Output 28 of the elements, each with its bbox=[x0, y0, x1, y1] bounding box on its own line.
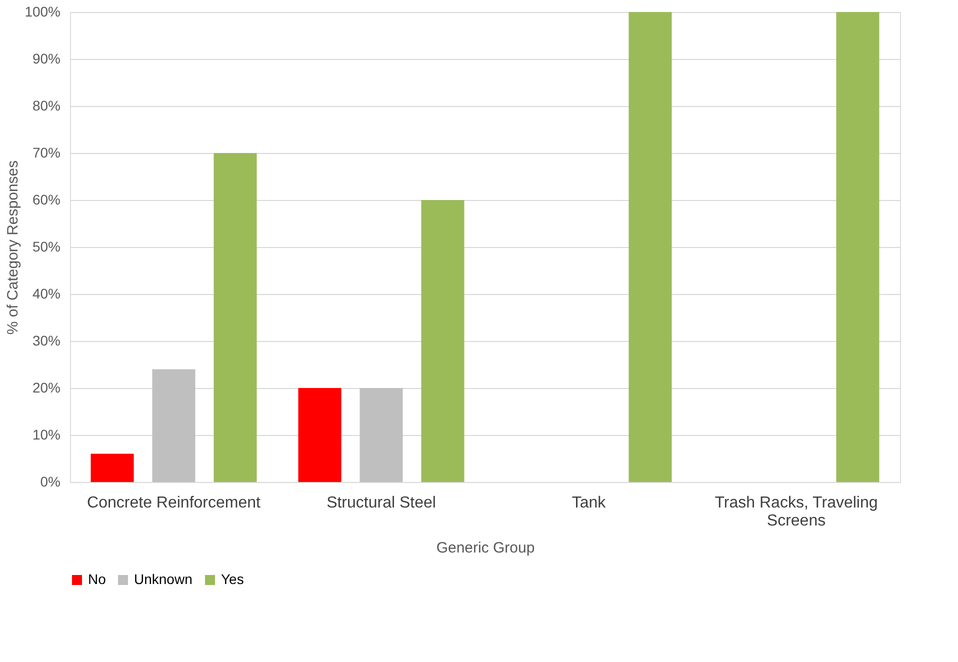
x-axis-title: Generic Group bbox=[436, 540, 535, 556]
bar bbox=[836, 12, 880, 482]
y-tick-label: 0% bbox=[40, 474, 60, 490]
bar bbox=[298, 388, 342, 482]
y-tick-label: 10% bbox=[32, 426, 60, 442]
y-tick-label: 60% bbox=[32, 192, 60, 208]
x-tick-label: Concrete Reinforcement bbox=[87, 494, 262, 512]
y-tick-label: 100% bbox=[24, 4, 60, 20]
y-tick-label: 20% bbox=[32, 380, 60, 396]
y-tick-label: 30% bbox=[32, 332, 60, 348]
x-tick-label: Structural Steel bbox=[326, 494, 436, 512]
legend-label: Yes bbox=[221, 571, 244, 587]
y-axis-title: % of Category Responses bbox=[4, 160, 22, 335]
bar bbox=[90, 454, 134, 482]
bar bbox=[360, 388, 403, 482]
bar bbox=[421, 200, 464, 482]
y-tick-label: 80% bbox=[32, 98, 60, 114]
y-tick-label: 70% bbox=[32, 144, 60, 160]
legend-label: Unknown bbox=[134, 571, 192, 587]
y-tick-label: 50% bbox=[32, 238, 60, 254]
legend-label: No bbox=[88, 571, 106, 587]
bar bbox=[152, 369, 196, 482]
bar bbox=[214, 153, 257, 482]
y-tick-label: 40% bbox=[32, 286, 60, 302]
x-tick-label: Trash Racks, Traveling Screens bbox=[714, 494, 878, 530]
bar bbox=[628, 12, 672, 482]
y-tick-label: 90% bbox=[32, 50, 60, 66]
x-tick-label: Tank bbox=[572, 494, 607, 512]
